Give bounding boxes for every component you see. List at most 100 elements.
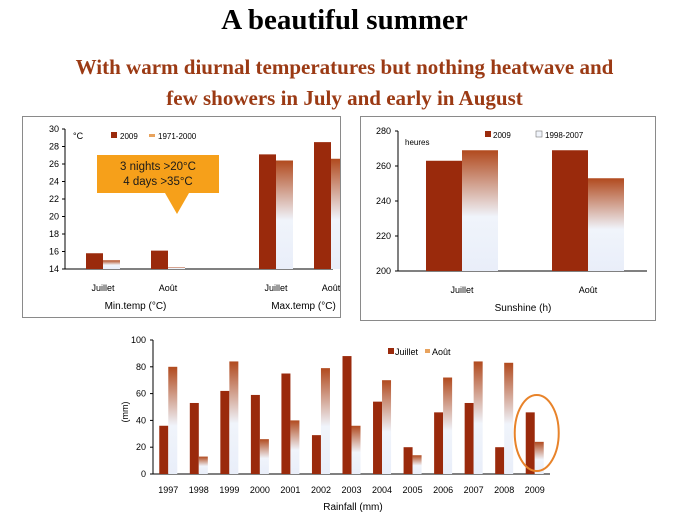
callout-line-1: 3 nights >20°C bbox=[120, 161, 196, 173]
x-tick-label: 2003 bbox=[341, 485, 361, 495]
x-tick-label: 2002 bbox=[311, 485, 331, 495]
bar-aout bbox=[534, 441, 544, 474]
bar-juillet bbox=[495, 447, 505, 474]
bar-aout bbox=[351, 425, 361, 474]
bar-juillet bbox=[311, 435, 321, 474]
y-tick-label: 40 bbox=[136, 415, 146, 425]
legend-swatch-2009 bbox=[485, 131, 491, 137]
callout-box bbox=[97, 155, 219, 214]
bar-normal bbox=[331, 158, 348, 269]
x-tick-label: 1998 bbox=[189, 485, 209, 495]
y-tick-label: 20 bbox=[49, 212, 59, 222]
x-tick-label: 1997 bbox=[158, 485, 178, 495]
bar-juillet bbox=[434, 412, 444, 474]
bar-juillet bbox=[250, 394, 260, 474]
bar-2009 bbox=[151, 250, 168, 269]
x-axis-title: Sunshine (h) bbox=[495, 303, 552, 314]
slide-title: A beautiful summer bbox=[221, 4, 468, 36]
x-tick-label: Août bbox=[322, 283, 340, 293]
legend-label-normal: 1998-2007 bbox=[545, 131, 584, 140]
bar-aout bbox=[382, 380, 392, 474]
temperature-chart: 30 28 26 24 22 20 18 16 14 °C 2009 1971-2000 Juillet… bbox=[49, 124, 348, 312]
x-tick-label: 1999 bbox=[219, 485, 239, 495]
x-tick-label: 2009 bbox=[525, 485, 545, 495]
bar-juillet bbox=[464, 402, 474, 474]
y-tick-label: 18 bbox=[49, 229, 59, 239]
highlight-ellipse bbox=[513, 394, 560, 472]
bar-juillet bbox=[403, 447, 413, 474]
x-tick-label: 2007 bbox=[464, 485, 484, 495]
y-tick-label: 28 bbox=[49, 142, 59, 152]
group-label: Max.temp (°C) bbox=[271, 301, 336, 312]
bar-juillet bbox=[525, 412, 535, 474]
sunshine-chart: 280 260 240 220 200 heures 2009 1998-2007 Juille… bbox=[376, 126, 647, 314]
legend-label-juillet: Juillet bbox=[395, 347, 419, 357]
bar-aout bbox=[229, 361, 239, 474]
x-tick-label: 2008 bbox=[494, 485, 514, 495]
bar-2009 bbox=[259, 154, 276, 269]
x-tick-label: Juillet bbox=[91, 283, 115, 293]
callout-line-2: 4 days >35°C bbox=[123, 176, 193, 188]
bar-aout bbox=[320, 368, 330, 474]
x-tick-label: Juillet bbox=[450, 285, 474, 295]
bar-juillet bbox=[159, 425, 169, 474]
y-tick-label: 26 bbox=[49, 159, 59, 169]
bar-aout bbox=[504, 362, 514, 474]
bar-juillet bbox=[281, 373, 291, 474]
sunshine-chart-panel: 280 260 240 220 200 heures 2009 1998-2007 Juille… bbox=[360, 116, 656, 321]
y-tick-label: 100 bbox=[131, 335, 146, 345]
bar-aout bbox=[443, 377, 453, 474]
bar-2009 bbox=[314, 142, 331, 269]
y-tick-label: 260 bbox=[376, 161, 391, 171]
y-tick-label: 20 bbox=[136, 442, 146, 452]
legend-swatch-normal bbox=[535, 130, 543, 138]
y-tick-label: 80 bbox=[136, 362, 146, 372]
legend-swatch-juillet bbox=[388, 348, 394, 354]
x-tick-label: 2004 bbox=[372, 485, 392, 495]
slide-subtitle: With warm diurnal temperatures but nothi… bbox=[0, 52, 689, 114]
legend-label-aout: Août bbox=[432, 347, 451, 357]
y-tick-label: 14 bbox=[49, 264, 59, 274]
bar-juillet bbox=[342, 356, 352, 474]
x-tick-label: 2000 bbox=[250, 485, 270, 495]
x-tick-label: Juillet bbox=[264, 283, 288, 293]
bar-normal bbox=[168, 267, 185, 269]
bar-aout bbox=[290, 420, 300, 474]
bar-aout bbox=[259, 439, 269, 474]
legend-label-normal: 1971-2000 bbox=[158, 132, 197, 141]
rainfall-chart: 100 80 60 40 20 0 (mm) Juillet Août 1997 1998 1999 2… bbox=[120, 335, 560, 513]
y-tick-label: 24 bbox=[49, 177, 59, 187]
unit-label: °C bbox=[73, 131, 84, 141]
bar-juillet bbox=[189, 402, 199, 474]
bar-aout bbox=[473, 361, 483, 474]
bar-2009 bbox=[86, 253, 103, 269]
legend-label-2009: 2009 bbox=[120, 132, 138, 141]
y-tick-label: 200 bbox=[376, 266, 391, 276]
x-tick-label: 2001 bbox=[280, 485, 300, 495]
subtitle-line-2: few showers in July and early in August bbox=[166, 86, 523, 110]
y-tick-label: 0 bbox=[141, 469, 146, 479]
bar-normal bbox=[103, 260, 120, 269]
bar-normal bbox=[588, 178, 624, 271]
bar-normal bbox=[276, 160, 293, 269]
temperature-chart-panel: 30 28 26 24 22 20 18 16 14 °C 2009 1971-2000 Juillet… bbox=[22, 116, 348, 318]
unit-label: heures bbox=[405, 138, 429, 147]
bar-2009 bbox=[426, 160, 462, 271]
bar-normal bbox=[462, 150, 498, 271]
y-tick-label: 240 bbox=[376, 196, 391, 206]
x-tick-label: 2006 bbox=[433, 485, 453, 495]
bar-aout bbox=[412, 455, 422, 474]
x-axis-title: Rainfall (mm) bbox=[323, 502, 382, 513]
x-tick-label: Août bbox=[579, 285, 598, 295]
subtitle-line-1: With warm diurnal temperatures but nothi… bbox=[75, 55, 614, 79]
legend-swatch-2009 bbox=[111, 132, 117, 138]
x-tick-label: Août bbox=[159, 283, 178, 293]
y-axis-title: (mm) bbox=[120, 402, 130, 423]
y-tick-label: 220 bbox=[376, 231, 391, 241]
bar-2009 bbox=[552, 150, 588, 271]
legend-swatch-aout bbox=[425, 349, 430, 353]
legend-swatch-normal bbox=[149, 134, 155, 137]
y-tick-label: 22 bbox=[49, 194, 59, 204]
bar-juillet bbox=[220, 390, 230, 474]
x-tick-label: 2005 bbox=[403, 485, 423, 495]
